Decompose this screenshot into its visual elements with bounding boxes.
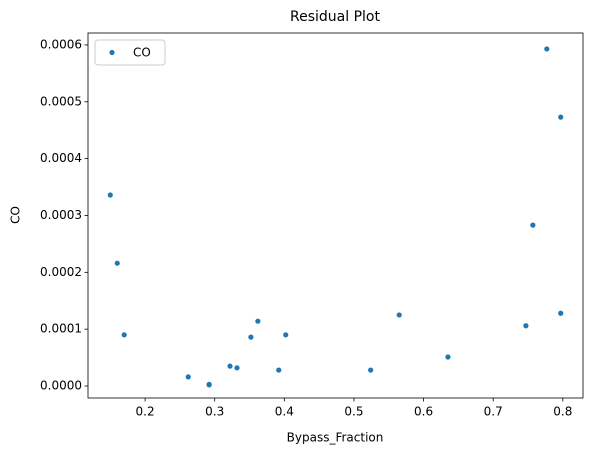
point (558, 114, 564, 120)
point (368, 367, 374, 373)
y-tick-label: 0.0003 (40, 208, 82, 222)
x-tick-label: 0.5 (344, 405, 363, 419)
point (396, 312, 402, 318)
y-tick-label: 0.0004 (40, 151, 82, 165)
y-axis-label: CO (9, 206, 23, 224)
y-tick-label: 0.0005 (40, 94, 82, 108)
point (114, 260, 120, 266)
point (530, 222, 536, 228)
point (107, 192, 113, 198)
x-axis-label: Bypass_Fraction (287, 431, 384, 445)
x-tick-label: 0.3 (205, 405, 224, 419)
x-tick-label: 0.7 (484, 405, 503, 419)
point (121, 332, 127, 338)
point (544, 46, 550, 52)
point (255, 318, 261, 324)
x-tick-label: 0.8 (553, 405, 572, 419)
x-tick-label: 0.6 (414, 405, 433, 419)
x-tick-label: 0.4 (275, 405, 294, 419)
point (248, 334, 254, 340)
point (445, 354, 451, 360)
x-tick-label: 0.2 (136, 405, 155, 419)
point (283, 332, 289, 338)
y-tick-label: 0.0006 (40, 37, 82, 51)
point (185, 374, 191, 380)
point (558, 310, 564, 316)
chart-title: Residual Plot (290, 9, 380, 25)
point (234, 365, 240, 371)
point (523, 323, 529, 329)
y-tick-label: 0.0001 (40, 322, 82, 336)
point (276, 367, 282, 373)
point (206, 382, 212, 388)
point (227, 363, 233, 369)
legend-label: CO (133, 46, 151, 60)
plot-frame (87, 32, 584, 399)
legend-box (94, 39, 166, 66)
legend-marker (109, 49, 115, 56)
y-tick-label: 0.0000 (40, 379, 82, 393)
y-tick-label: 0.0002 (40, 265, 82, 279)
